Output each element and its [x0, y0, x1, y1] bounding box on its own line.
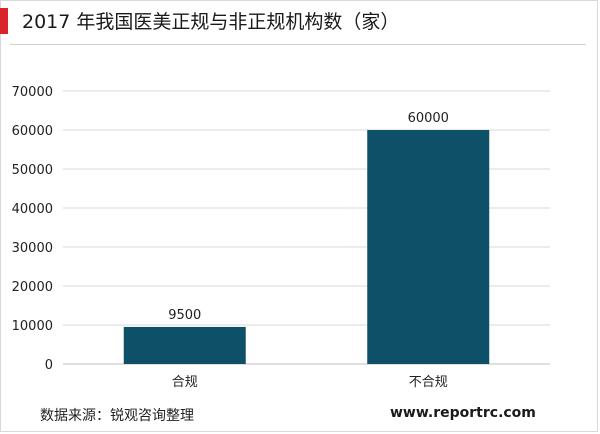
y-tick-label: 60000: [12, 124, 53, 139]
bar-value-label: 9500: [168, 308, 201, 323]
data-source-note: 数据来源：锐观咨询整理: [40, 408, 194, 424]
x-tick-label: 合规: [172, 375, 198, 390]
y-tick-label: 70000: [12, 85, 53, 100]
y-tick-label: 30000: [12, 241, 53, 256]
bar: [123, 326, 246, 364]
data-labels: 9500 60000: [168, 111, 449, 323]
bars: [123, 130, 490, 364]
y-tick-label: 10000: [12, 319, 53, 334]
website-watermark: www.reportrc.com: [390, 405, 536, 421]
title-divider: [10, 44, 586, 45]
y-axis-tick-labels: 0 10000 20000 30000 40000 50000 60000 70000: [12, 85, 53, 373]
bar-value-label: 60000: [408, 111, 449, 126]
title-accent-bar: [0, 8, 8, 34]
y-tick-label: 0: [45, 358, 53, 373]
x-axis-tick-labels: 合规 不合规: [172, 375, 448, 390]
chart-title: 2017 年我国医美正规与非正规机构数（家）: [22, 11, 400, 33]
x-tick-label: 不合规: [409, 375, 448, 390]
y-tick-label: 50000: [12, 163, 53, 178]
bar: [367, 130, 490, 364]
y-tick-label: 20000: [12, 280, 53, 295]
y-tick-label: 40000: [12, 202, 53, 217]
